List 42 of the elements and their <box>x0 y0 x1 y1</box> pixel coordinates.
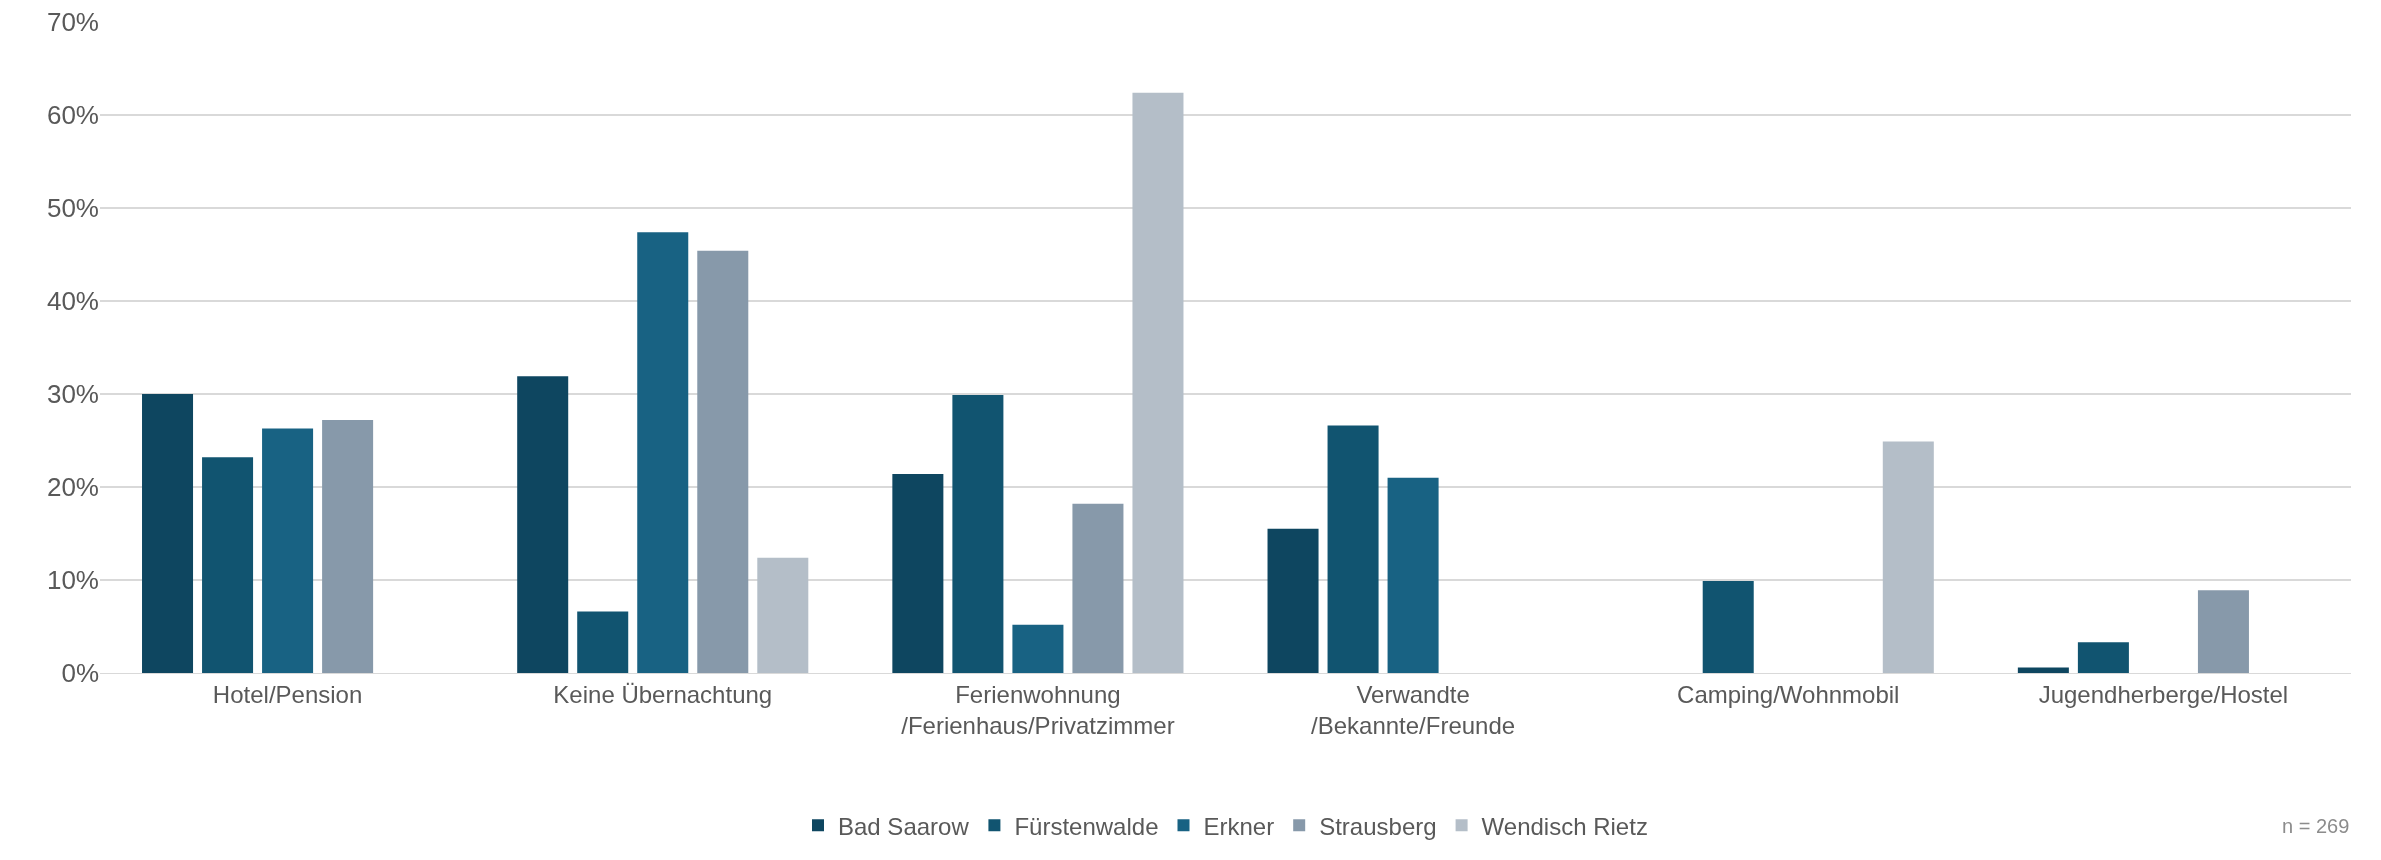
bar <box>262 428 314 673</box>
bar <box>1267 528 1319 673</box>
y-tick-label: 40% <box>46 286 99 317</box>
bar <box>142 394 194 673</box>
bar <box>952 394 1004 673</box>
x-tick-label: Ferienwohnung /Ferienhaus/Privatzimmer <box>901 680 1175 739</box>
y-tick-label: 50% <box>46 193 99 224</box>
bar <box>517 376 569 673</box>
bar <box>322 420 374 673</box>
x-tick-label: Jugendherberge/Hostel <box>2038 680 2289 708</box>
legend-label: Fürstenwalde <box>1014 812 1159 840</box>
bar <box>892 473 944 673</box>
text: n = 269 <box>2282 815 2350 837</box>
bar <box>1882 441 1934 673</box>
bar <box>637 232 689 673</box>
bar <box>202 457 254 673</box>
y-tick-label: 0% <box>61 658 99 689</box>
x-tick-label: Hotel/Pension <box>212 680 363 708</box>
y-tick-label: 10% <box>46 565 99 596</box>
bar <box>2017 667 2069 673</box>
bar <box>1702 580 1754 673</box>
legend-label: Wendisch Rietz <box>1481 812 1648 840</box>
bar <box>577 611 629 673</box>
bar <box>1012 624 1064 673</box>
legend-label: Erkner <box>1203 812 1275 840</box>
bar <box>697 250 749 673</box>
legend-label: Strausberg <box>1319 812 1437 840</box>
bar <box>2197 590 2249 673</box>
bar <box>2077 642 2129 673</box>
x-tick-label: Verwandte /Bekannte/Freunde <box>1311 680 1516 739</box>
bar <box>1387 477 1439 673</box>
bar <box>757 557 809 673</box>
legend-label: Bad Saarow <box>838 812 970 840</box>
bar <box>1072 503 1124 673</box>
bar <box>1132 92 1184 673</box>
bar <box>1327 425 1379 673</box>
y-tick-label: 30% <box>46 379 99 410</box>
y-tick-label: 70% <box>46 7 99 38</box>
x-tick-label: Keine Übernachtung <box>553 680 773 708</box>
y-tick-label: 60% <box>46 100 99 131</box>
x-tick-label: Camping/Wohnmobil <box>1677 680 1900 708</box>
y-tick-label: 20% <box>46 472 99 503</box>
